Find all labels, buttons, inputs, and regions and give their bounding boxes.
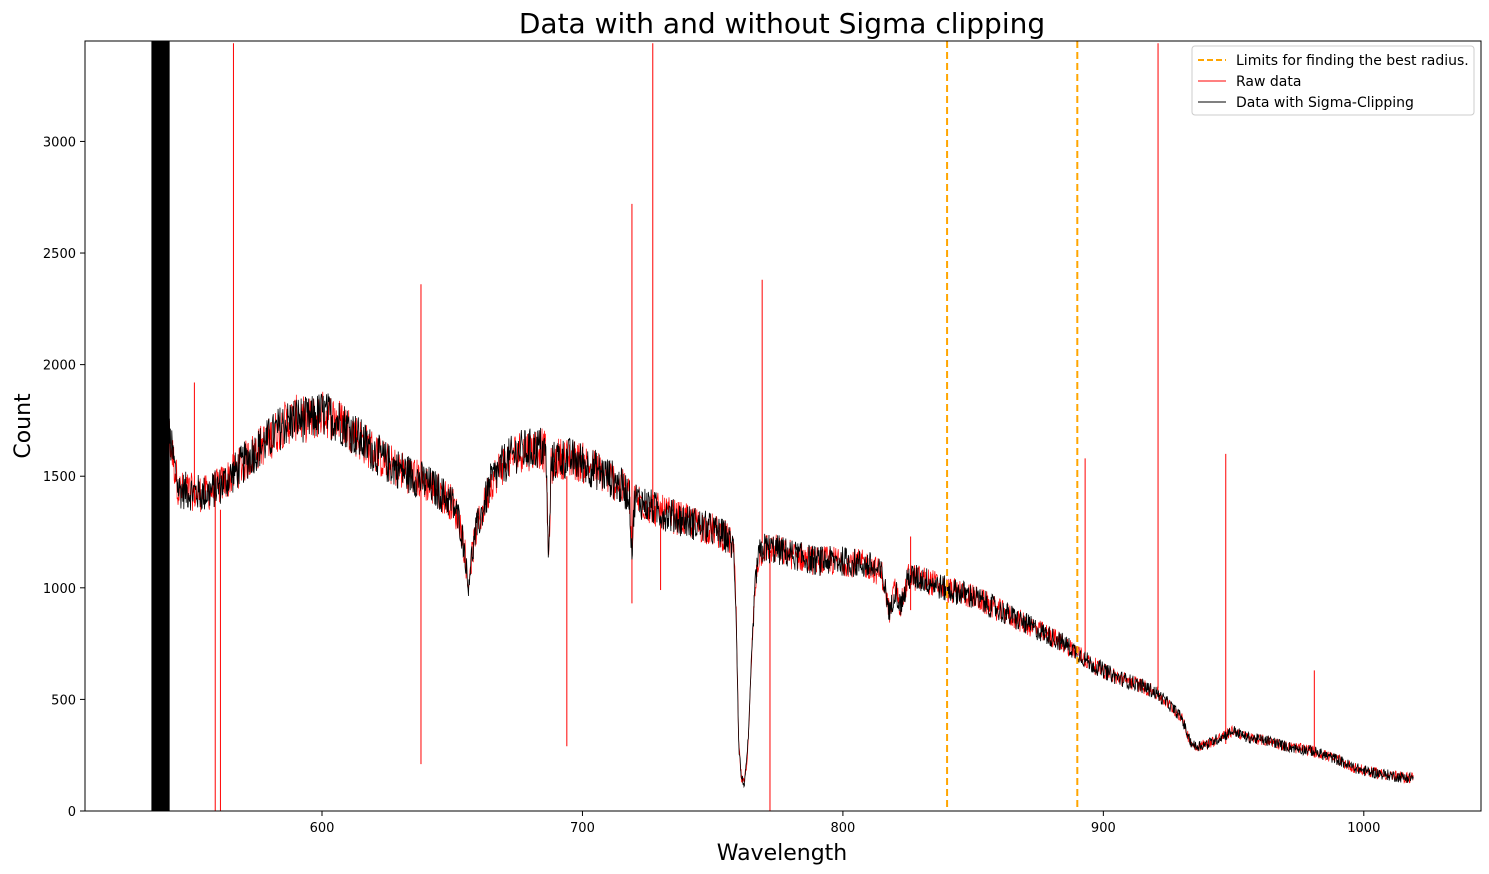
chart-title: Data with and without Sigma clipping <box>519 7 1045 40</box>
y-tick-label: 3000 <box>43 135 76 150</box>
legend: Limits for finding the best radius. Raw … <box>1191 45 1475 116</box>
y-tick-label: 1000 <box>43 582 76 597</box>
y-tick-label: 500 <box>51 693 76 708</box>
x-tick-label: 800 <box>830 821 855 836</box>
legend-label-limits: Limits for finding the best radius. <box>1236 53 1469 69</box>
y-axis: 0 500 1000 1500 2000 2500 3000 <box>43 135 85 820</box>
y-tick-label: 0 <box>68 805 76 820</box>
plot-area <box>151 41 1414 811</box>
y-tick-label: 2500 <box>43 247 76 262</box>
sigma-clipped-line <box>162 356 1414 789</box>
x-axis: 600 700 800 900 1000 <box>310 811 1380 836</box>
x-axis-label: Wavelength <box>717 841 848 866</box>
legend-label-clipped: Data with Sigma-Clipping <box>1236 95 1414 111</box>
y-tick-label: 1500 <box>43 470 76 485</box>
x-tick-label: 600 <box>310 821 335 836</box>
legend-label-raw: Raw data <box>1236 74 1301 90</box>
x-tick-label: 700 <box>570 821 595 836</box>
axes-frame <box>84 40 1482 812</box>
x-tick-label: 1000 <box>1347 821 1380 836</box>
x-tick-label: 900 <box>1091 821 1116 836</box>
y-tick-label: 2000 <box>43 359 76 374</box>
y-axis-label: Count <box>11 393 36 459</box>
sigma-clipped-noise-band <box>151 41 170 811</box>
legend-box <box>1191 45 1475 116</box>
